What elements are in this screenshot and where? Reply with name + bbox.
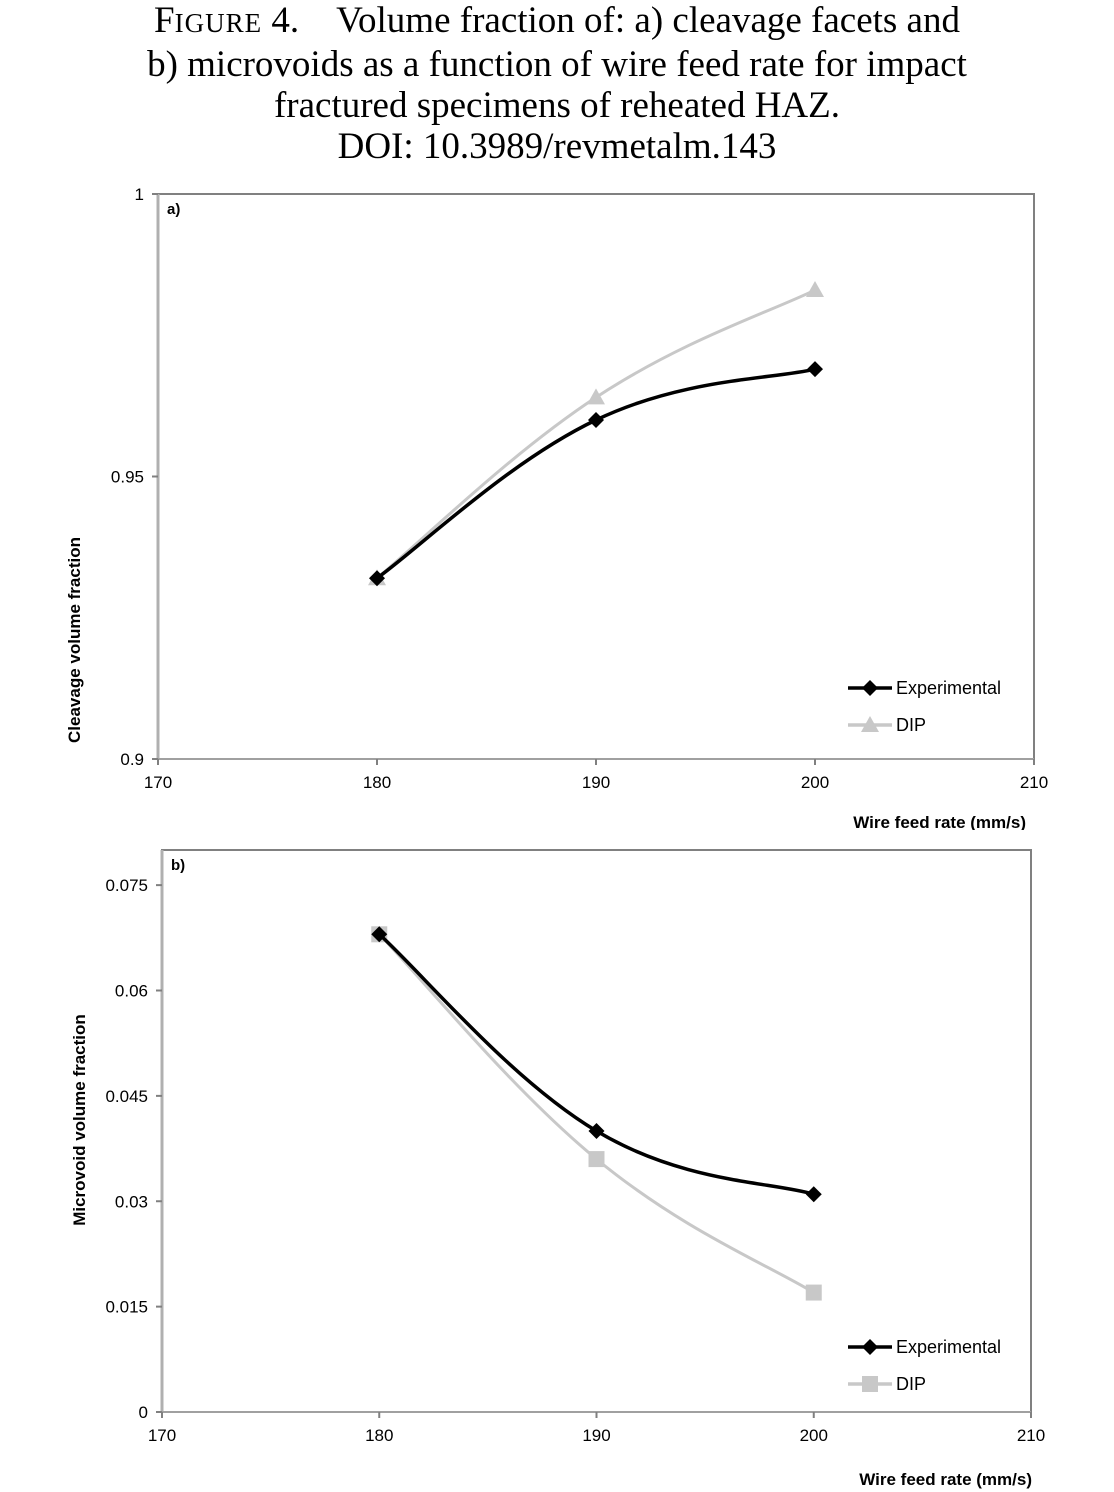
legend-label-experimental: Experimental xyxy=(896,1337,1001,1357)
figure-label-initial: F xyxy=(154,0,175,41)
x-tick-label: 170 xyxy=(144,773,172,792)
x-tick-label: 190 xyxy=(582,1426,610,1445)
y-axis-label: Microvoid volume fraction xyxy=(70,1014,89,1226)
data-point-experimental xyxy=(807,361,823,378)
x-axis-label: Wire feed rate (mm/s) xyxy=(859,1470,1032,1489)
figure-number: 4. xyxy=(262,0,300,41)
series-line-dip xyxy=(376,288,816,580)
data-point-experimental xyxy=(588,1123,605,1139)
caption-line-2: b) microvoids as a function of wire feed… xyxy=(147,44,967,85)
x-tick-label: 180 xyxy=(363,773,391,792)
caption-line-3: fractured specimens of reheated HAZ. xyxy=(273,85,841,126)
y-tick-label: 0.075 xyxy=(105,876,148,895)
x-tick-label: 200 xyxy=(800,1426,828,1445)
y-tick-label: 1 xyxy=(135,185,144,204)
panel-label: b) xyxy=(171,857,185,874)
chart-a-cleavage: 0.9 0.95 1 170 180 190 200 210 a) Wire feed rate … xyxy=(65,185,1048,830)
data-point-experimental xyxy=(369,570,385,587)
legend-marker-experimental xyxy=(862,1339,878,1355)
plot-frame xyxy=(157,193,1035,760)
legend-marker-dip xyxy=(862,1376,878,1392)
panel-label: a) xyxy=(167,201,180,218)
x-tick-label: 170 xyxy=(148,1426,176,1445)
data-point-dip xyxy=(805,1284,822,1301)
x-tick-label: 200 xyxy=(801,773,829,792)
legend-label-dip: DIP xyxy=(896,715,926,735)
y-tick-label: 0.015 xyxy=(105,1298,148,1317)
y-tick-label: 0.9 xyxy=(120,750,144,769)
series-line-dip xyxy=(378,933,815,1294)
caption-line-1: FIGURE 4. Volume fraction of: a) cleavag… xyxy=(0,0,1114,44)
legend-label-experimental: Experimental xyxy=(896,678,1001,698)
y-tick-label: 0.95 xyxy=(111,468,144,487)
data-point-experimental xyxy=(371,926,388,943)
data-point-dip xyxy=(588,1151,605,1168)
x-tick-label: 180 xyxy=(365,1426,393,1445)
y-tick-label: 0 xyxy=(139,1403,148,1422)
data-point-experimental xyxy=(588,412,604,428)
caption-doi: DOI: 10.3989/revmetalm.143 xyxy=(337,126,777,167)
y-tick-label: 0.03 xyxy=(115,1192,148,1211)
chart-b-microvoid: 0 0.015 0.03 0.045 0.06 0.075 170 180 190 200 210 b… xyxy=(70,849,1045,1489)
legend-marker-dip xyxy=(861,716,879,732)
caption-line-1-text: Volume fraction of: a) cleavage facets a… xyxy=(336,0,960,41)
data-point-dip xyxy=(806,281,824,298)
x-axis-label: Wire feed rate (mm/s) xyxy=(853,813,1026,830)
x-tick-label: 210 xyxy=(1020,773,1048,792)
y-tick-label: 0.06 xyxy=(115,982,148,1001)
y-axis-label: Cleavage volume fraction xyxy=(65,537,84,743)
x-tick-label: 210 xyxy=(1017,1426,1045,1445)
figure-label-rest: IGURE xyxy=(174,8,263,38)
data-point-experimental xyxy=(805,1186,822,1203)
legend-label-dip: DIP xyxy=(896,1374,926,1394)
data-point-dip xyxy=(587,388,605,405)
x-tick-label: 190 xyxy=(582,773,610,792)
legend-marker-experimental xyxy=(862,680,878,696)
y-tick-label: 0.045 xyxy=(105,1087,148,1106)
figure-caption: FIGURE 4. Volume fraction of: a) cleavag… xyxy=(0,0,1114,167)
